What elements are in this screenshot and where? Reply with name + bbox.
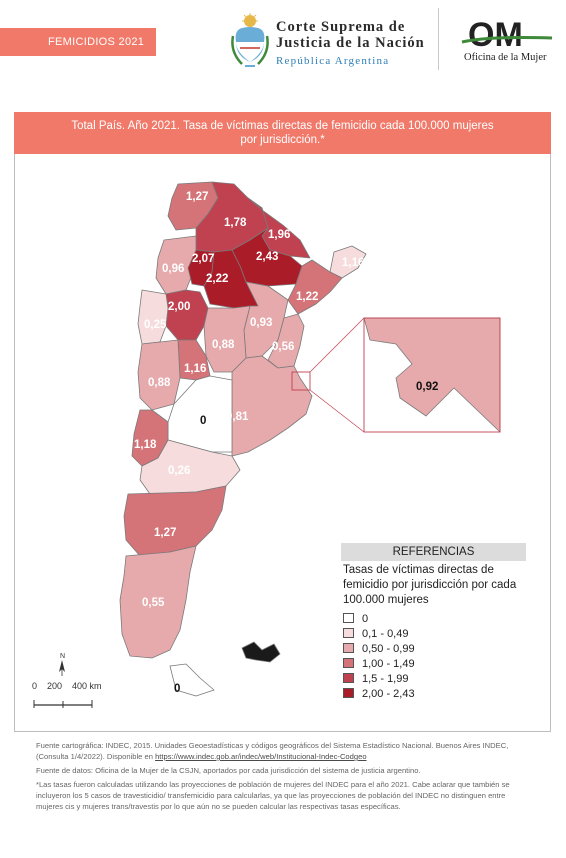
scale-labels: 0 200 400 km: [32, 681, 102, 691]
legend-item-0: 0: [343, 613, 368, 627]
rate-label: 2,22: [206, 273, 228, 285]
rate-label: 0,96: [162, 263, 184, 275]
legend-item-label: 0,1 - 0,49: [362, 628, 409, 640]
map-title-line1: Total País. Año 2021. Tasa de víctimas d…: [71, 120, 494, 132]
province-mendoza: [137, 339, 181, 411]
section-tag: FEMICIDIOS 2021: [0, 28, 156, 56]
province-corrientes: [287, 259, 343, 315]
province-san-juan: [137, 289, 169, 345]
rate-label: 1,78: [224, 217, 247, 229]
rate-label: 0,88: [212, 339, 235, 351]
rate-label: 0,88: [148, 377, 171, 389]
rate-label: 0,93: [250, 317, 272, 329]
inset-leader-top: [309, 317, 365, 373]
legend-item-1: 0,1 - 0,49: [343, 628, 408, 642]
rate-label: 1,27: [186, 191, 208, 203]
legend-item-label: 1,5 - 1,99: [362, 673, 409, 685]
legend-item-label: 0: [362, 613, 369, 625]
legend-item-4: 1,5 - 1,99: [343, 673, 408, 687]
rate-label: 0,56: [272, 341, 294, 353]
indec-link[interactable]: https://www.indec.gob.ar/indec/web/Insti…: [155, 752, 367, 761]
rate-label: 0,55: [142, 597, 165, 609]
rate-label: 0: [174, 683, 180, 695]
legend: REFERENCIAS Tasas de víctimas directas d…: [341, 543, 526, 708]
inset-leader-bottom: [309, 389, 365, 433]
source-cartography: Fuente cartográfica: INDEC, 2015. Unidad…: [36, 741, 509, 761]
legend-swatch: [343, 613, 354, 623]
legend-swatch: [343, 688, 354, 698]
rate-label: 2,07: [192, 253, 214, 265]
legend-item-label: 2,00 - 2,43: [362, 688, 415, 700]
rate-label: 1,18: [134, 439, 157, 451]
legend-swatch: [343, 628, 354, 638]
legend-item-3: 1,00 - 1,49: [343, 658, 415, 672]
om-label: Oficina de la Mujer: [464, 52, 547, 63]
header-divider: [438, 8, 439, 70]
rate-label: 1,16: [184, 363, 206, 375]
map-title: Total País. Año 2021. Tasa de víctimas d…: [14, 112, 551, 154]
province-caba-inset: [363, 317, 501, 433]
om-wordmark-icon: OM: [461, 16, 553, 54]
rate-label: 2,43: [256, 251, 278, 263]
national-seal-icon: [231, 13, 269, 67]
legend-item-5: 2,00 - 2,43: [343, 688, 415, 702]
legend-item-label: 0,50 - 0,99: [362, 643, 415, 655]
footnotes: Fuente cartográfica: INDEC, 2015. Unidad…: [36, 740, 532, 815]
province-santa-cruz: [119, 545, 197, 659]
csjn-logo: Corte Suprema de Justicia de la Nación R…: [230, 12, 430, 72]
province-chubut: [123, 485, 227, 557]
rate-label: 0,25: [144, 319, 167, 331]
rate-label: 0,92: [416, 381, 438, 393]
rate-label: 0,26: [168, 465, 190, 477]
rate-label: 0,81: [226, 411, 249, 423]
legend-description: Tasas de víctimas directas de femicidio …: [343, 564, 517, 606]
caba-inset-frame: [363, 317, 501, 433]
north-arrow-icon: N: [33, 653, 93, 708]
province-la-rioja: [165, 289, 209, 341]
csjn-title-line2: Justicia de la Nación: [276, 35, 425, 51]
province-buenos-aires: [231, 355, 313, 457]
rate-label: 1,16: [342, 257, 364, 269]
legend-swatch: [343, 658, 354, 668]
rate-footnote: *Las tasas fueron calculadas utilizando …: [36, 780, 510, 811]
csjn-title-line3: República Argentina: [276, 55, 390, 67]
caba-locator-box: [291, 371, 311, 391]
province-tierra-del-fuego: [169, 663, 215, 697]
malvinas-islands: [241, 641, 281, 663]
rate-label: 1,22: [296, 291, 318, 303]
rate-label: 0: [200, 415, 206, 427]
north-label: N: [60, 653, 65, 660]
rate-label: 1,96: [268, 229, 290, 241]
csjn-title-line1: Corte Suprema de: [276, 19, 406, 35]
source-data: Fuente de datos: Oficina de la Mujer de …: [36, 766, 421, 775]
legend-heading: REFERENCIAS: [341, 543, 526, 561]
legend-item-label: 1,00 - 1,49: [362, 658, 415, 670]
legend-swatch: [343, 673, 354, 683]
rate-label: 1,27: [154, 527, 176, 539]
om-wordmark-text: OM: [468, 16, 523, 52]
legend-swatch: [343, 643, 354, 653]
rate-label: 2,00: [168, 301, 190, 313]
map-title-line2: por jurisdicción.*: [240, 134, 325, 146]
scale-bar: N 0 200 400 km: [28, 650, 128, 720]
legend-item-2: 0,50 - 0,99: [343, 643, 415, 657]
om-logo: OM Oficina de la Mujer: [460, 12, 556, 68]
